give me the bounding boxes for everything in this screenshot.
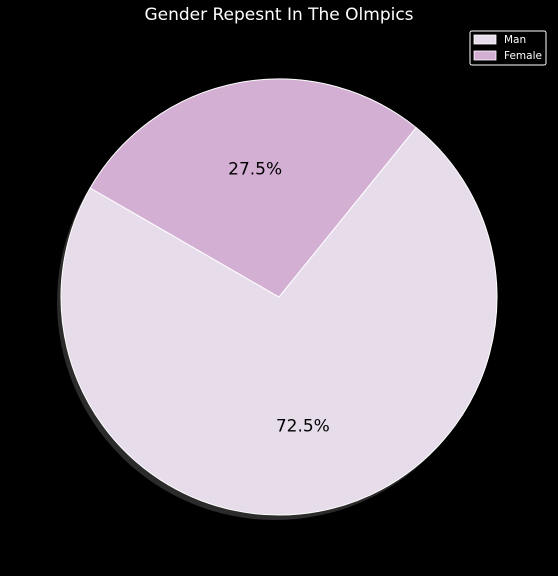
legend-swatch-man: [473, 34, 497, 45]
chart-title: Gender Repesnt In The Olmpics: [144, 5, 413, 25]
legend: Man Female: [469, 30, 547, 66]
pie-percent-label-man: 72.5%: [276, 417, 330, 437]
pie-slices: [60, 78, 498, 516]
legend-label-female: Female: [504, 50, 542, 62]
legend-label-man: Man: [504, 34, 526, 46]
legend-swatch-female: [473, 50, 497, 61]
pie-percent-label-female: 27.5%: [228, 159, 282, 179]
pie-percent-labels: 72.5% 27.5%: [228, 159, 330, 436]
pie-slice-female: [89, 78, 417, 298]
pie-slice-man: [60, 126, 498, 516]
